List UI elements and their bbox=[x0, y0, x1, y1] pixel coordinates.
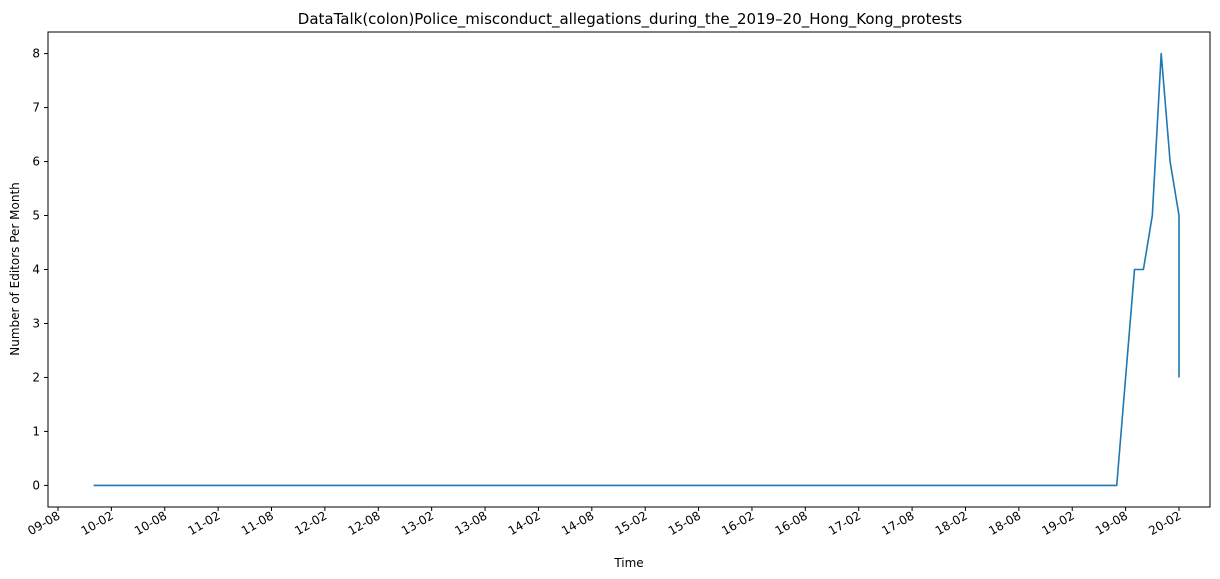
y-tick-label: 8 bbox=[32, 47, 40, 61]
x-tick-label: 13-02 bbox=[399, 508, 436, 538]
series-line bbox=[93, 52, 1180, 487]
x-tick-label: 10-02 bbox=[79, 508, 116, 538]
y-tick-label: 5 bbox=[32, 209, 40, 223]
x-axis-label: Time bbox=[613, 556, 643, 570]
x-tick-label: 19-08 bbox=[1093, 508, 1130, 538]
y-tick-label: 4 bbox=[32, 263, 40, 277]
x-tick-label: 14-08 bbox=[559, 508, 596, 538]
x-tick-label: 12-08 bbox=[346, 508, 383, 538]
x-tick-label: 19-02 bbox=[1040, 508, 1077, 538]
series-layer bbox=[93, 52, 1180, 487]
x-tick-label: 18-08 bbox=[986, 508, 1023, 538]
y-tick-label: 3 bbox=[32, 316, 40, 330]
y-tick-label: 7 bbox=[32, 101, 40, 115]
x-tick-label: 10-08 bbox=[132, 508, 169, 538]
x-tick-label: 15-08 bbox=[666, 508, 703, 538]
x-tick-label: 18-02 bbox=[933, 508, 970, 538]
y-tick-label: 0 bbox=[32, 478, 40, 492]
y-tick-label: 1 bbox=[32, 424, 40, 438]
x-tick-label: 16-02 bbox=[719, 508, 756, 538]
x-axis: 09-08 10-02 10-08 11-02 11-08 12-02 12-08 13-02… bbox=[25, 507, 1184, 538]
x-tick-label: 12-02 bbox=[292, 508, 329, 538]
plot-area bbox=[47, 31, 1211, 508]
x-tick-label: 16-08 bbox=[773, 508, 810, 538]
y-axis: 0 1 2 3 4 5 6 7 8 bbox=[32, 47, 48, 492]
x-tick-label: 11-02 bbox=[185, 508, 222, 538]
y-axis-label: Number of Editors Per Month bbox=[8, 182, 22, 356]
y-tick-label: 6 bbox=[32, 155, 40, 169]
x-tick-label: 14-02 bbox=[506, 508, 543, 538]
x-tick-label: 17-08 bbox=[879, 508, 916, 538]
x-tick-label: 11-08 bbox=[239, 508, 276, 538]
x-tick-label: 13-08 bbox=[452, 508, 489, 538]
x-tick-label: 15-02 bbox=[612, 508, 649, 538]
y-tick-label: 2 bbox=[32, 370, 40, 384]
chart-title: DataTalk(colon)Police_misconduct_allegat… bbox=[298, 10, 963, 29]
x-tick-label: 09-08 bbox=[25, 508, 62, 538]
x-tick-label: 20-02 bbox=[1146, 508, 1183, 538]
x-tick-label: 17-02 bbox=[826, 508, 863, 538]
